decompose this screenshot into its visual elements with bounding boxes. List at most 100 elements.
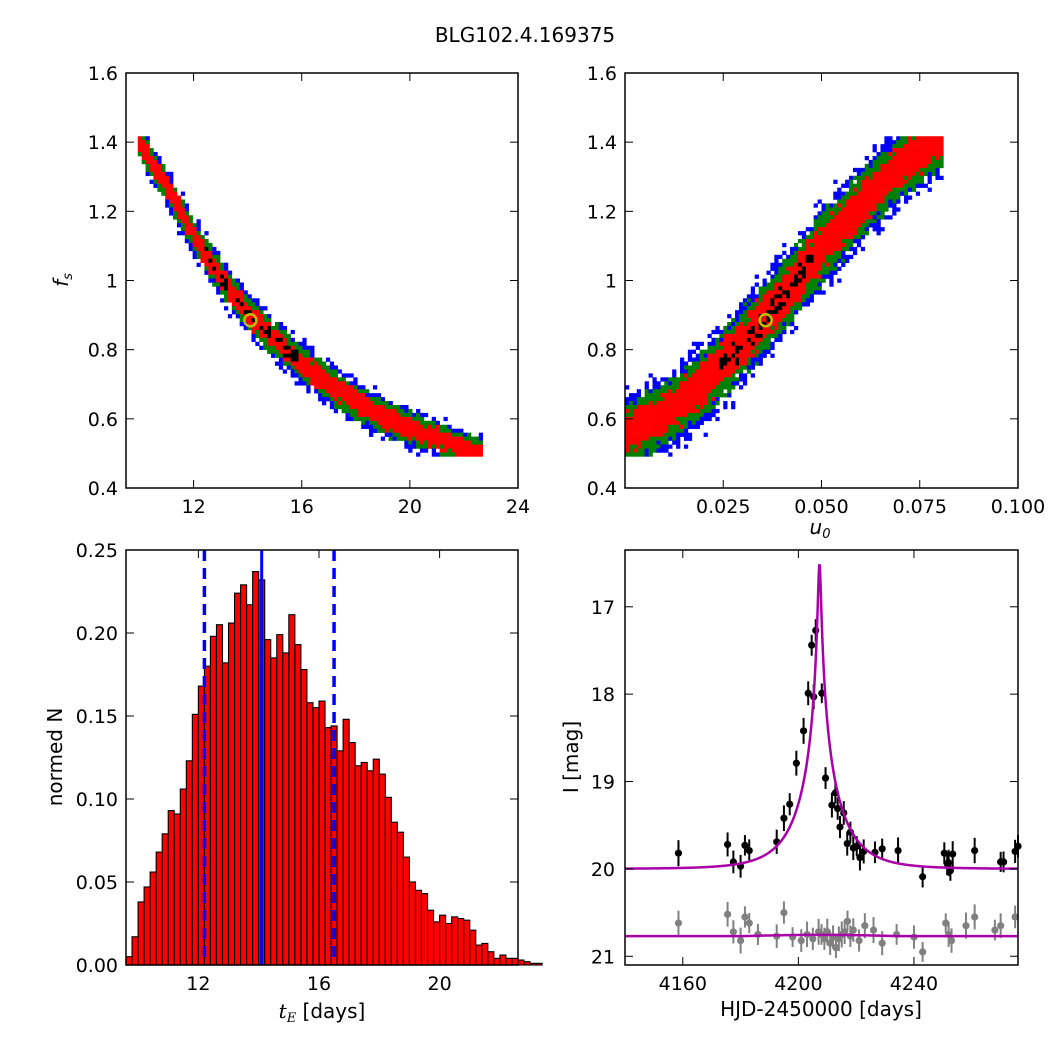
te-histogram-xtick-label: 12 [186, 973, 210, 995]
density-cell [676, 444, 681, 449]
density-cell [463, 436, 468, 441]
density-cell [750, 306, 755, 311]
density-cell [927, 187, 932, 192]
density-cell [169, 179, 174, 184]
density-cell [443, 428, 448, 433]
density-cell [841, 195, 846, 200]
density-cell [400, 436, 405, 441]
density-cell [369, 428, 374, 433]
density-cell [239, 282, 244, 287]
u0-fs-xtick-label: 0.075 [893, 496, 947, 518]
density-cell [345, 389, 350, 394]
density-cell [727, 329, 732, 335]
density-cell [632, 397, 638, 402]
density-cell [711, 408, 716, 414]
density-cell [251, 325, 256, 331]
density-cell [833, 231, 838, 236]
density-cell [872, 171, 877, 177]
density-cell [648, 436, 653, 441]
density-cell [683, 428, 689, 433]
density-cell [931, 152, 936, 157]
density-cell [742, 365, 748, 370]
u0-fs-best-fit-marker [758, 313, 773, 328]
density-cell [165, 171, 170, 177]
density-cell [852, 199, 858, 204]
density-cell [687, 389, 693, 394]
density-cell [786, 266, 791, 271]
density-cell [380, 412, 386, 418]
density-cell [243, 298, 248, 303]
density-cell [345, 416, 350, 422]
density-cell [738, 333, 744, 339]
density-cell [145, 167, 150, 173]
density-cell [825, 254, 830, 260]
density-cell [727, 385, 732, 390]
density-cell [153, 152, 158, 157]
density-cell [435, 436, 440, 441]
density-cell [715, 325, 720, 331]
density-cell [652, 424, 657, 430]
density-cell [719, 357, 724, 362]
density-cell [876, 219, 881, 224]
density-cell [337, 369, 342, 374]
density-cell [770, 322, 775, 327]
density-cell [845, 235, 850, 240]
density-cell [915, 171, 921, 177]
density-cell [703, 357, 708, 362]
density-cell [290, 329, 295, 335]
density-cell [931, 156, 936, 161]
density-cell [302, 345, 307, 350]
density-cell [852, 215, 858, 220]
density-cell [664, 416, 669, 422]
density-cell [837, 199, 842, 204]
density-cell [813, 254, 818, 260]
density-cell [680, 365, 685, 370]
density-cell [474, 448, 480, 453]
density-cell [711, 353, 716, 358]
density-cell [173, 211, 178, 216]
density-cell [786, 262, 791, 267]
density-cell [833, 195, 838, 200]
density-cell [703, 393, 708, 398]
density-cell [141, 136, 146, 141]
density-cell [790, 250, 795, 256]
density-cell [935, 167, 940, 173]
density-cell [766, 349, 771, 354]
density-cell [672, 405, 677, 410]
density-cell [703, 377, 708, 382]
density-cell [723, 325, 728, 331]
density-cell [817, 231, 822, 236]
histogram-bar [445, 922, 453, 966]
density-cell [652, 393, 657, 398]
histogram-bar [294, 644, 302, 966]
density-cell [774, 298, 779, 303]
density-cell [778, 282, 783, 287]
density-cell [660, 436, 665, 441]
density-cell [632, 412, 638, 418]
density-cell [668, 436, 673, 441]
density-cell [137, 136, 142, 141]
density-cell [754, 314, 759, 319]
density-cell [361, 416, 366, 422]
density-cell [459, 428, 464, 433]
density-cell [680, 397, 685, 402]
density-cell [900, 152, 905, 157]
density-cell [833, 266, 838, 271]
density-cell [833, 242, 838, 248]
density-cell [286, 349, 291, 354]
density-cell [888, 167, 893, 173]
density-cell [357, 401, 362, 406]
density-cell [447, 432, 452, 437]
density-cell [793, 254, 799, 260]
density-cell [691, 420, 697, 426]
density-cell [188, 239, 193, 244]
density-cell [439, 444, 444, 449]
histogram-bar [227, 622, 236, 966]
density-cell [687, 408, 693, 414]
density-cell [427, 432, 433, 437]
density-cell [628, 448, 634, 453]
density-cell [372, 401, 378, 406]
density-cell [880, 199, 885, 204]
density-cell [361, 405, 366, 410]
